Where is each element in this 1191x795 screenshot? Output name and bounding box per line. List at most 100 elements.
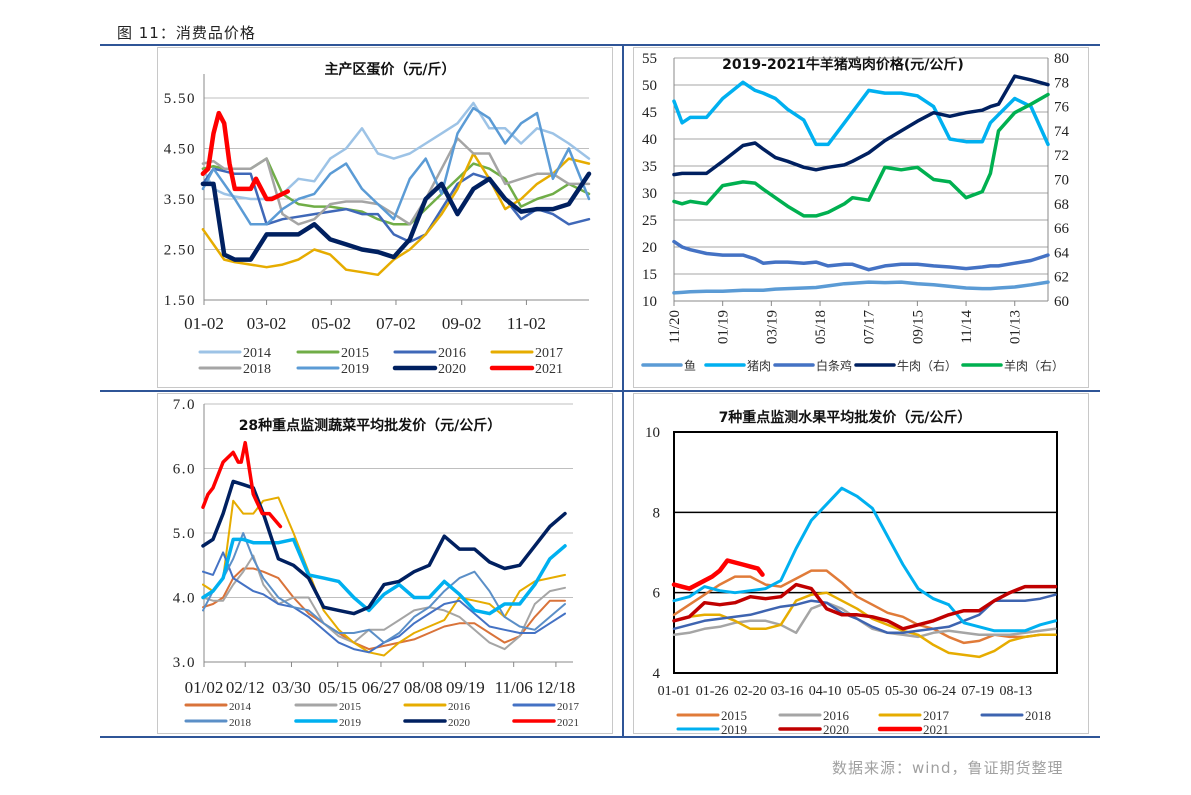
legend-label: 羊肉（右）	[1004, 358, 1064, 373]
x-tick-label: 01/02	[185, 678, 224, 697]
y2-tick-label: 68	[1054, 197, 1069, 213]
x-tick-label: 07-19	[961, 684, 994, 699]
legend-label: 2019	[339, 717, 362, 729]
x-tick-label: 06-24	[923, 684, 956, 699]
legend-label: 2016	[823, 708, 850, 723]
y-tick-label: 10	[645, 425, 660, 441]
x-tick-label: 04-10	[809, 684, 842, 699]
y-tick-label: 15	[642, 267, 657, 283]
y-tick-label: 4	[653, 666, 661, 682]
x-tick-label: 11-02	[507, 314, 546, 333]
x-tick-label: 08-13	[999, 684, 1032, 699]
legend-item: 2016	[403, 701, 471, 713]
x-tick-label: 02-20	[734, 684, 767, 699]
chart-meat: 2019-2021牛羊猪鸡肉价格(元/公斤) 10 15 20 25 30 35 40 45 50…	[641, 51, 1070, 373]
vertical-divider	[622, 45, 624, 737]
legend-label: 鱼	[684, 359, 696, 373]
x-tick-label: 05/18	[813, 310, 829, 344]
series-line-牛肉右	[672, 74, 1050, 177]
panel-vegetable	[157, 393, 613, 734]
data-source: 数据来源：wind，鲁证期货整理	[832, 759, 1064, 777]
y-tick-label: 40	[642, 132, 657, 148]
series-line-白条鸡	[672, 239, 1050, 272]
legend-label: 2019	[721, 722, 747, 737]
y-tick-label: 5.50	[164, 91, 196, 107]
x-tick-label: 11/14	[959, 310, 975, 344]
legend-item: 2020	[778, 722, 849, 737]
y2-tick-label: 62	[1054, 270, 1069, 286]
legend-label: 2018	[243, 362, 271, 377]
legend-item: 牛肉（右）	[854, 358, 957, 373]
y-tick-label: 8	[653, 505, 661, 521]
legend-item: 2021	[489, 362, 563, 377]
legend-label: 2017	[557, 701, 580, 713]
legend-label: 2017	[923, 708, 950, 723]
x-tick-label: 07-02	[376, 314, 416, 333]
middle-rule	[100, 390, 1100, 392]
series-line-2019	[201, 537, 567, 616]
bottom-rule	[100, 736, 1100, 738]
series-line-2017	[202, 551, 566, 654]
chart-veg: 28种重点监测蔬菜平均批发价（元/公斤） 3.0 4.0 5.0 6.0 7.0 01/02…	[173, 397, 580, 729]
y-tick-label: 6.0	[173, 462, 196, 478]
x-tick-label: 08/08	[404, 678, 443, 697]
y2-tick-label: 78	[1054, 75, 1069, 91]
series-line-2014	[201, 101, 591, 201]
x-tick-label: 09/19	[446, 678, 485, 697]
legend-item: 2019	[294, 717, 362, 729]
legend-label: 2016	[448, 701, 471, 713]
y2-tick-label: 74	[1054, 124, 1070, 140]
series-line-2019	[201, 106, 591, 226]
x-tick-label: 03-16	[771, 684, 804, 699]
legend-item: 2021	[877, 722, 949, 737]
y2-tick-label: 70	[1054, 173, 1069, 189]
legend-label: 2020	[823, 722, 849, 737]
y-tick-label: 10	[642, 294, 657, 310]
x-tick-label: 11/20	[667, 310, 683, 344]
legend-item: 鱼	[641, 359, 696, 373]
x-tick-label: 01-01	[658, 684, 691, 699]
legend: 2014 2015 2016 2017 2018 2019 2020 2021	[198, 346, 563, 377]
y-tick-label: 25	[642, 213, 657, 229]
chart-title: 28种重点监测蔬菜平均批发价（元/公斤）	[239, 417, 502, 434]
y-tick-label: 35	[642, 159, 657, 175]
y-tick-label: 3.0	[173, 655, 196, 671]
series-line-2019	[672, 486, 1057, 633]
x-tick-label: 05-02	[311, 314, 351, 333]
x-tick-label: 01/13	[1008, 310, 1024, 344]
legend-item: 白条鸡	[773, 358, 852, 373]
legend-item: 2018	[198, 362, 271, 377]
series-line-2021	[671, 558, 765, 591]
legend-item: 2015	[676, 708, 747, 723]
y-tick-label: 1.50	[164, 293, 196, 309]
y-tick-label: 6	[653, 586, 661, 602]
x-tick-label: 09-02	[442, 314, 482, 333]
legend-label: 2018	[229, 717, 252, 729]
legend-label: 2015	[721, 708, 747, 723]
legend-item: 2021	[512, 717, 579, 729]
legend-item: 2015	[294, 701, 362, 713]
y2-tick-label: 64	[1054, 245, 1070, 261]
y-tick-label: 4.0	[173, 591, 196, 607]
legend-item: 2014	[198, 346, 271, 361]
legend-item: 2019	[676, 722, 747, 737]
legend-label: 2016	[438, 346, 466, 361]
legend-item: 2016	[778, 708, 850, 723]
series-line-2021	[200, 110, 291, 202]
legend-item: 2014	[184, 701, 252, 713]
y2-tick-label: 76	[1054, 100, 1070, 116]
x-tick-label: 03/30	[272, 678, 311, 697]
legend-label: 2021	[535, 362, 563, 377]
series-line-猪肉	[672, 80, 1050, 147]
legend-item: 2019	[296, 362, 369, 377]
x-tick-label: 06/27	[362, 678, 401, 697]
x-tick-label: 01/19	[716, 310, 732, 344]
legend-item: 羊肉（右）	[961, 358, 1064, 373]
panel-fruit	[633, 393, 1089, 734]
x-tick-label: 01-26	[696, 684, 729, 699]
legend-label: 猪肉	[747, 359, 771, 373]
legend-label: 2015	[339, 701, 362, 713]
panel-egg	[157, 47, 613, 388]
legend-label: 2020	[438, 362, 466, 377]
